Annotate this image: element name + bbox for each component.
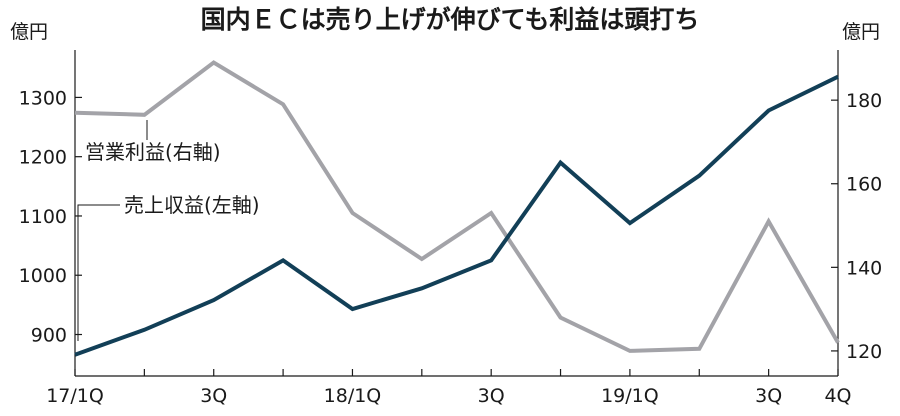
right-tick-label: 120 [846,341,882,363]
series-layer [74,60,840,357]
axes: 900 1000 1100 1200 1300 120 140 160 180 17/1Q 3Q 18… [19,50,882,407]
x-tick-label: 4Q [824,385,851,407]
chart-title: 国内ＥＣは売り上げが伸びても利益は頭打ち [201,5,700,34]
right-tick-label: 140 [846,257,882,279]
left-axis-unit: 億円 [10,21,48,43]
left-tick-label: 1200 [19,147,67,169]
left-tick-label: 1100 [19,206,67,228]
x-tick-label: 3Q [200,385,227,407]
left-tick-label: 900 [31,325,67,347]
x-tick-label: 18/1Q [324,385,382,407]
revenue-leader-line [77,204,120,341]
revenue-label: 売上収益(左軸) [124,193,260,217]
left-tick-label: 1300 [19,87,67,109]
revenue-series-line [74,74,839,357]
right-tick-label: 180 [846,90,882,112]
callouts: 営業利益(右軸) 売上収益(左軸) [77,120,260,341]
right-tick-label: 160 [846,174,882,196]
x-tick-label: 3Q [478,385,505,407]
operating-profit-label: 営業利益(右軸) [85,140,221,164]
right-axis-unit: 億円 [842,21,880,43]
operating-profit-series-line [74,60,840,353]
x-tick-label: 19/1Q [601,385,659,407]
x-tick-label: 3Q [755,385,782,407]
left-tick-label: 1000 [19,265,67,287]
x-tick-label: 17/1Q [46,385,104,407]
